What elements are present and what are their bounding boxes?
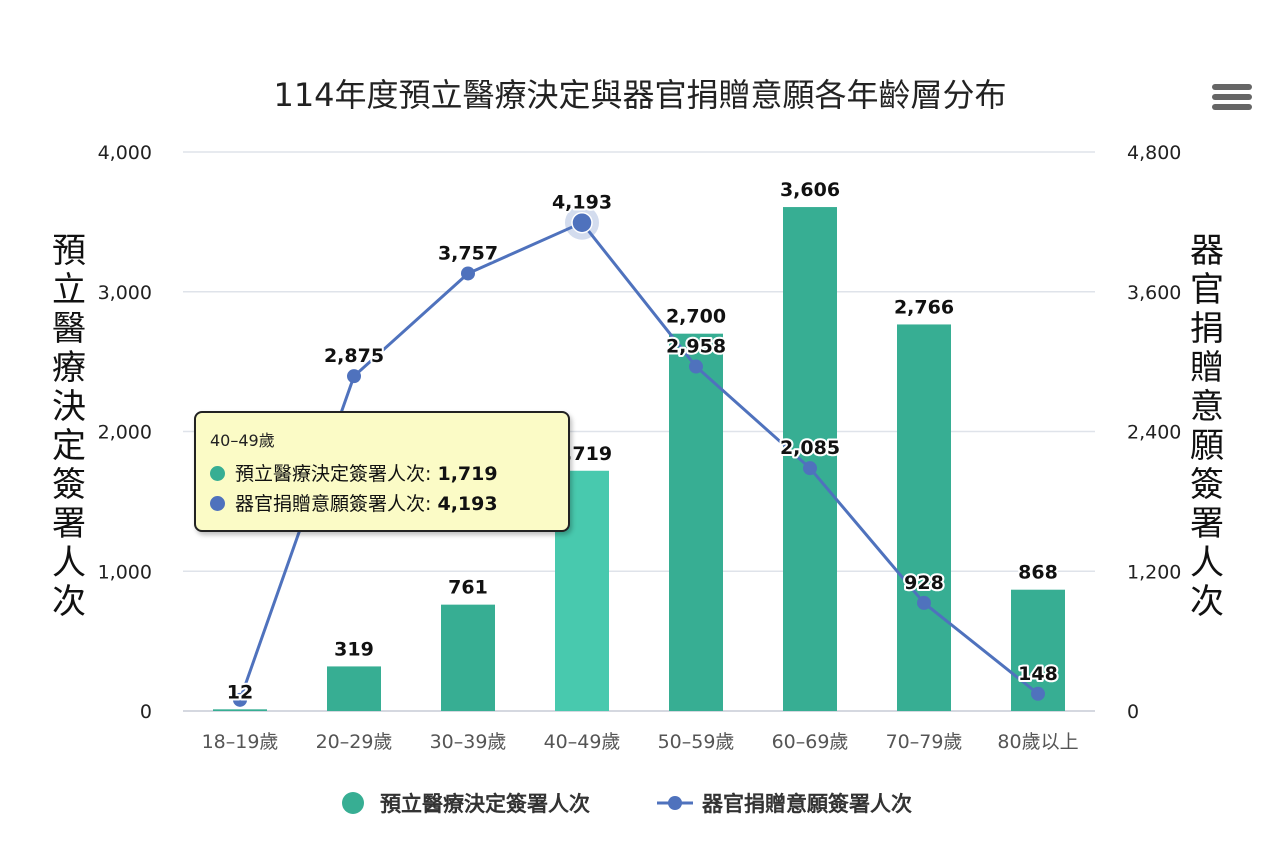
right-tick-label: 2,400 xyxy=(1127,422,1181,444)
tooltip-line-name: 器官捐贈意願簽署人次 xyxy=(235,493,426,515)
bar-data-label: 3,606 xyxy=(780,179,840,201)
x-tick-label: 20–29歲 xyxy=(316,731,393,753)
line-point[interactable] xyxy=(1031,686,1045,701)
line-data-labels: 2,875 3,757 4,193 2,958 2,085 928 148 xyxy=(322,190,1060,687)
left-tick-label: 1,000 xyxy=(98,561,152,583)
tooltip-bar-dot xyxy=(210,466,225,481)
line-point[interactable] xyxy=(803,461,817,476)
line-point[interactable] xyxy=(347,369,361,384)
tooltip: 40–49歲 預立醫療決定簽署人次: 1,719 器官捐贈意願簽署人次: 4,1… xyxy=(194,411,570,532)
x-tick-label: 18–19歲 xyxy=(202,731,279,753)
bar[interactable] xyxy=(327,666,381,711)
left-tick-label: 3,000 xyxy=(98,282,152,304)
x-tick-label: 60–69歲 xyxy=(772,731,849,753)
bar[interactable] xyxy=(897,324,951,711)
menu-bar-3 xyxy=(1212,104,1252,110)
right-axis-title: 器官捐贈意願簽署人次 xyxy=(1190,231,1224,622)
bar-series xyxy=(213,207,1065,711)
bar-data-label: 319 xyxy=(334,638,374,660)
line-data-label: 148 xyxy=(1018,663,1058,685)
tooltip-row-bar: 預立醫療決定簽署人次: 1,719 xyxy=(210,459,554,489)
bar-data-label: 761 xyxy=(448,577,488,599)
tooltip-bar-name: 預立醫療決定簽署人次 xyxy=(235,463,426,485)
bar[interactable] xyxy=(213,709,267,711)
line-data-label: 4,193 xyxy=(552,192,612,214)
bar-data-label: 2,700 xyxy=(666,306,726,328)
x-tick-label: 70–79歲 xyxy=(886,731,963,753)
line-data-label: 2,875 xyxy=(324,345,384,367)
legend-bar-swatch[interactable] xyxy=(342,792,364,814)
legend-line-label[interactable]: 器官捐贈意願簽署人次 xyxy=(701,792,912,816)
tooltip-line-value: 4,193 xyxy=(437,493,498,515)
line-data-label: 928 xyxy=(904,572,944,594)
x-tick-label: 30–39歲 xyxy=(430,731,507,753)
legend-line-marker[interactable] xyxy=(668,796,682,810)
x-axis-ticks: 18–19歲 20–29歲 30–39歲 40–49歲 50–59歲 60–69歲 70–7… xyxy=(202,731,1079,753)
left-axis-title-text: 預立醫療決定簽署人次 xyxy=(52,231,86,622)
line-point[interactable] xyxy=(689,359,703,374)
left-tick-label: 4,000 xyxy=(98,142,152,164)
right-tick-label: 3,600 xyxy=(1127,282,1181,304)
legend: 預立醫療決定簽署人次 器官捐贈意願簽署人次 xyxy=(342,792,912,816)
x-tick-label: 50–59歲 xyxy=(658,731,735,753)
line-point[interactable] xyxy=(571,211,593,234)
right-axis-title-text: 器官捐贈意願簽署人次 xyxy=(1190,231,1224,622)
bar[interactable] xyxy=(783,207,837,711)
line-point[interactable] xyxy=(917,595,931,610)
hamburger-menu-icon[interactable] xyxy=(1212,84,1252,120)
bar-data-label: 12 xyxy=(227,681,253,703)
bar-data-label: 868 xyxy=(1018,562,1058,584)
left-axis-title: 預立醫療決定簽署人次 xyxy=(52,231,86,622)
tooltip-header: 40–49歲 xyxy=(210,431,275,450)
x-tick-label: 80歲以上 xyxy=(997,731,1078,753)
right-tick-label: 0 xyxy=(1127,701,1139,723)
right-tick-label: 1,200 xyxy=(1127,561,1181,583)
legend-bar-label[interactable]: 預立醫療決定簽署人次 xyxy=(380,792,590,816)
line-data-label: 2,958 xyxy=(666,336,726,358)
line-data-label: 3,757 xyxy=(438,242,498,264)
left-tick-label: 2,000 xyxy=(98,422,152,444)
line-series xyxy=(233,205,1045,707)
left-axis-ticks: 0 1,000 2,000 3,000 4,000 xyxy=(98,142,152,723)
tooltip-line-dot xyxy=(210,496,225,511)
chart-title: 114年度預立醫療決定與器官捐贈意願各年齡層分布 xyxy=(273,76,1006,114)
menu-bar-1 xyxy=(1212,84,1252,90)
bar-data-label: 2,766 xyxy=(894,296,954,318)
x-tick-label: 40–49歲 xyxy=(544,731,621,753)
bar[interactable] xyxy=(669,333,723,711)
line-point[interactable] xyxy=(233,692,247,707)
tooltip-row-line: 器官捐贈意願簽署人次: 4,193 xyxy=(210,489,554,519)
menu-bar-2 xyxy=(1212,94,1252,100)
line-point[interactable] xyxy=(461,266,475,281)
tooltip-bar-value: 1,719 xyxy=(437,463,498,485)
line-data-label: 2,085 xyxy=(780,437,840,459)
series-line xyxy=(238,221,1039,701)
bar[interactable] xyxy=(441,604,495,711)
right-axis-ticks: 0 1,200 2,400 3,600 4,800 xyxy=(1127,142,1181,723)
right-tick-label: 4,800 xyxy=(1127,142,1181,164)
left-tick-label: 0 xyxy=(140,701,152,723)
